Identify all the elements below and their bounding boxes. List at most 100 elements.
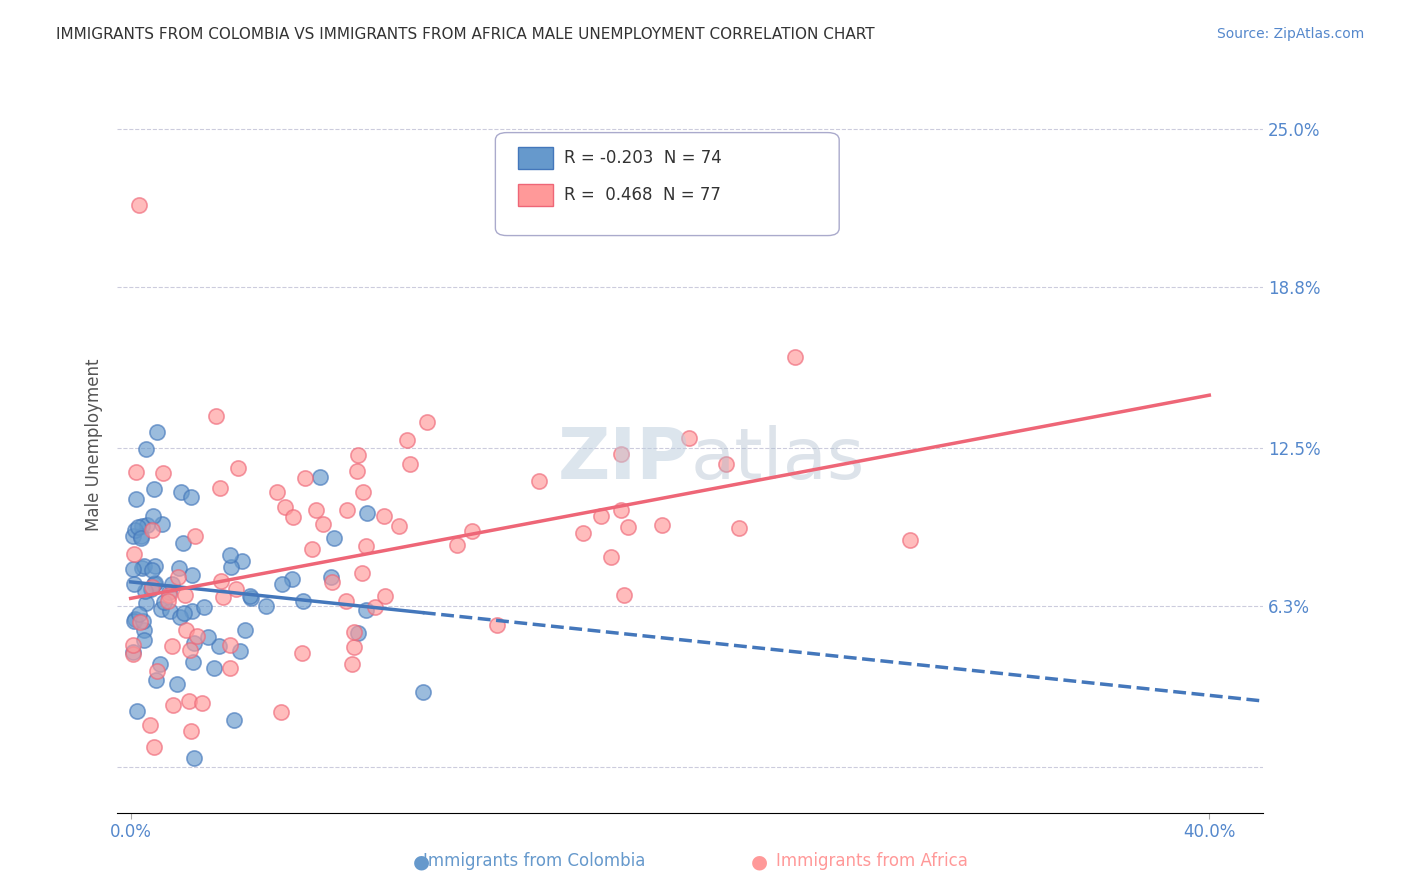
Point <box>169 560 191 574</box>
Point <box>141 523 163 537</box>
Point <box>354 539 377 553</box>
Point <box>134 558 156 573</box>
Point <box>396 433 419 447</box>
Point <box>177 694 200 708</box>
Point <box>122 529 145 543</box>
Point <box>572 525 595 540</box>
Point <box>301 541 323 556</box>
Point <box>617 520 640 534</box>
Point <box>208 482 231 496</box>
Point <box>346 464 368 478</box>
Point <box>131 560 153 574</box>
Point <box>131 519 153 533</box>
Point <box>486 617 509 632</box>
Point <box>231 554 253 568</box>
Point <box>138 718 160 732</box>
Point <box>356 506 378 520</box>
Point <box>336 503 359 517</box>
Point <box>128 615 150 629</box>
Point <box>174 588 197 602</box>
Point <box>141 563 163 577</box>
Point <box>169 610 191 624</box>
Point <box>239 589 262 603</box>
Point <box>202 661 225 675</box>
Point <box>183 636 205 650</box>
Point <box>291 594 314 608</box>
Point <box>191 696 214 710</box>
Point <box>343 640 366 654</box>
Point <box>146 425 169 440</box>
Point <box>354 602 377 616</box>
Point <box>308 469 330 483</box>
Point <box>714 457 737 471</box>
Point <box>143 576 166 591</box>
Point <box>527 474 550 488</box>
Point <box>125 465 148 479</box>
Point <box>321 570 343 584</box>
Point <box>415 415 437 429</box>
Point <box>180 724 202 739</box>
Point <box>274 500 297 515</box>
Text: ●: ● <box>751 852 768 871</box>
Point <box>134 583 156 598</box>
Point <box>124 612 146 626</box>
Point <box>181 604 204 618</box>
Point <box>159 604 181 618</box>
Point <box>124 547 146 561</box>
Bar <box>519 184 553 206</box>
Point <box>225 582 247 596</box>
Point <box>208 639 231 653</box>
Point <box>233 623 256 637</box>
Point <box>142 483 165 497</box>
Point <box>613 588 636 602</box>
Point <box>283 509 305 524</box>
Point <box>150 601 173 615</box>
Text: Immigrants from Colombia: Immigrants from Colombia <box>423 852 645 870</box>
Point <box>160 639 183 653</box>
Point <box>193 599 215 614</box>
Point <box>135 517 157 532</box>
Point <box>122 644 145 658</box>
Point <box>173 606 195 620</box>
Point <box>143 576 166 591</box>
Point <box>145 673 167 687</box>
Point <box>599 550 621 565</box>
Point <box>152 467 174 481</box>
Point <box>122 577 145 591</box>
Point <box>181 567 204 582</box>
Point <box>141 580 163 594</box>
Point <box>342 657 364 672</box>
Point <box>224 713 246 727</box>
Point <box>350 566 373 581</box>
Point <box>271 577 294 591</box>
Point <box>132 614 155 628</box>
Point <box>197 630 219 644</box>
Point <box>212 591 235 605</box>
Point <box>139 582 162 596</box>
Point <box>157 594 180 608</box>
Point <box>179 642 201 657</box>
Point <box>461 524 484 538</box>
Text: R =  0.468  N = 77: R = 0.468 N = 77 <box>564 186 721 204</box>
FancyBboxPatch shape <box>495 133 839 235</box>
Text: Source: ZipAtlas.com: Source: ZipAtlas.com <box>1216 27 1364 41</box>
Point <box>281 572 304 586</box>
Point <box>651 517 673 532</box>
Point <box>125 704 148 718</box>
Point <box>183 751 205 765</box>
Point <box>254 599 277 614</box>
Point <box>162 698 184 712</box>
Point <box>347 448 370 462</box>
Point <box>172 535 194 549</box>
Point <box>128 198 150 212</box>
Point <box>352 485 374 500</box>
Point <box>204 409 226 424</box>
Point <box>335 594 357 608</box>
Point <box>129 529 152 543</box>
Text: Immigrants from Africa: Immigrants from Africa <box>776 852 967 870</box>
Point <box>125 491 148 506</box>
Point <box>219 560 242 574</box>
Point <box>373 509 395 524</box>
Point <box>388 518 411 533</box>
Point <box>145 665 167 679</box>
